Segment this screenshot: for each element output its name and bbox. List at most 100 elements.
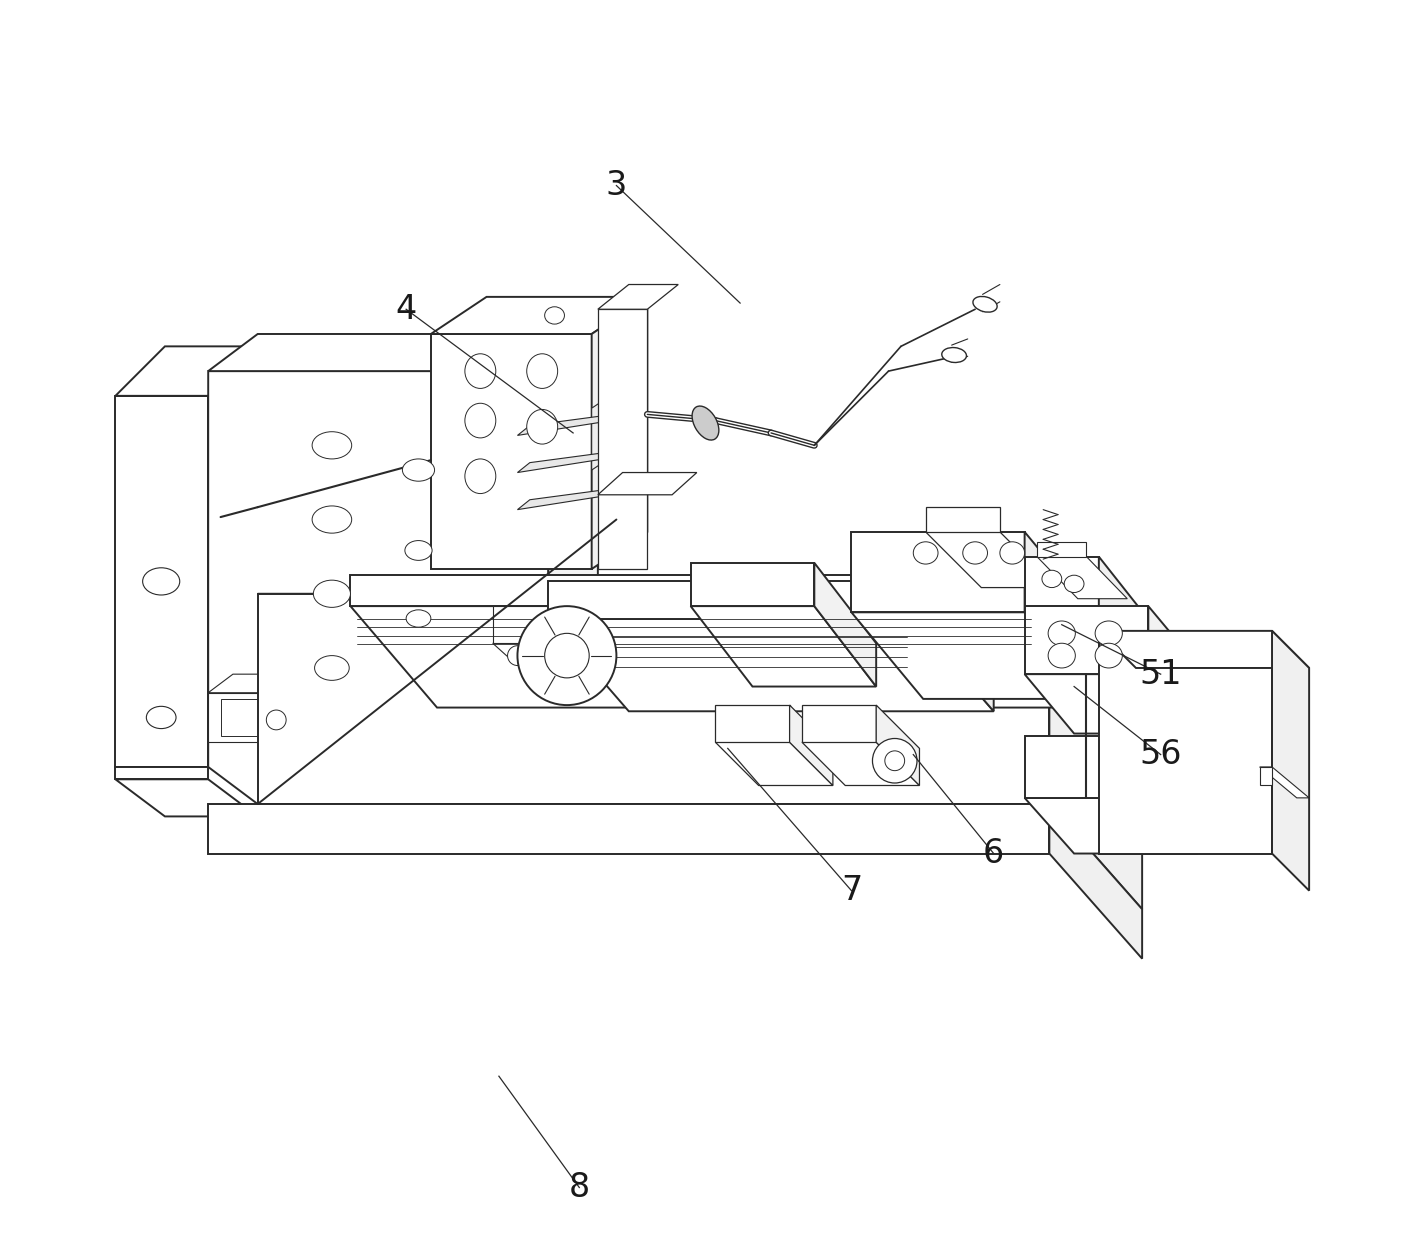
- Polygon shape: [1025, 798, 1198, 854]
- Circle shape: [884, 751, 904, 771]
- Polygon shape: [115, 767, 208, 779]
- Polygon shape: [1272, 631, 1309, 891]
- Ellipse shape: [402, 459, 434, 481]
- Polygon shape: [115, 396, 208, 767]
- Polygon shape: [690, 606, 876, 687]
- Ellipse shape: [692, 406, 718, 440]
- Polygon shape: [598, 285, 678, 309]
- Polygon shape: [716, 705, 790, 742]
- Ellipse shape: [142, 568, 180, 595]
- Circle shape: [544, 633, 589, 678]
- Polygon shape: [1025, 612, 1154, 683]
- Polygon shape: [430, 297, 647, 334]
- Polygon shape: [801, 742, 920, 785]
- Polygon shape: [1099, 631, 1309, 668]
- Text: 3: 3: [606, 169, 627, 202]
- Polygon shape: [1099, 557, 1154, 683]
- Polygon shape: [716, 742, 832, 785]
- Ellipse shape: [914, 542, 938, 564]
- Polygon shape: [257, 594, 1142, 699]
- Ellipse shape: [527, 409, 558, 444]
- Text: 51: 51: [1139, 658, 1182, 690]
- Circle shape: [266, 710, 287, 730]
- Polygon shape: [925, 532, 1056, 588]
- Circle shape: [517, 606, 616, 705]
- Ellipse shape: [1000, 542, 1025, 564]
- Polygon shape: [852, 532, 1025, 612]
- Ellipse shape: [465, 459, 496, 494]
- Polygon shape: [1260, 767, 1309, 798]
- Polygon shape: [1025, 532, 1097, 699]
- Polygon shape: [790, 705, 832, 785]
- Polygon shape: [876, 705, 920, 785]
- Ellipse shape: [406, 610, 430, 627]
- Polygon shape: [1260, 767, 1272, 785]
- Polygon shape: [1025, 736, 1149, 798]
- Ellipse shape: [1095, 621, 1122, 646]
- Polygon shape: [1099, 631, 1272, 854]
- Ellipse shape: [405, 541, 432, 560]
- Ellipse shape: [312, 432, 352, 459]
- Polygon shape: [1025, 674, 1198, 734]
- Polygon shape: [925, 507, 1000, 532]
- Ellipse shape: [973, 297, 997, 312]
- Polygon shape: [598, 309, 647, 569]
- Polygon shape: [221, 699, 257, 736]
- Polygon shape: [430, 334, 592, 569]
- Polygon shape: [208, 346, 257, 767]
- Polygon shape: [1149, 606, 1198, 734]
- Ellipse shape: [314, 580, 350, 607]
- Polygon shape: [690, 563, 814, 606]
- Ellipse shape: [312, 506, 352, 533]
- Text: 4: 4: [395, 293, 416, 325]
- Ellipse shape: [1064, 575, 1084, 593]
- Polygon shape: [517, 411, 641, 435]
- Polygon shape: [1038, 557, 1128, 599]
- Polygon shape: [1049, 594, 1142, 909]
- Ellipse shape: [544, 307, 564, 324]
- Polygon shape: [814, 563, 876, 687]
- Circle shape: [873, 738, 917, 783]
- Polygon shape: [208, 693, 301, 742]
- Polygon shape: [1038, 575, 1123, 708]
- Ellipse shape: [527, 354, 558, 388]
- Polygon shape: [257, 594, 1049, 804]
- Polygon shape: [548, 581, 914, 618]
- Polygon shape: [115, 346, 257, 396]
- Polygon shape: [1038, 542, 1087, 557]
- Polygon shape: [208, 371, 548, 804]
- Ellipse shape: [315, 656, 349, 680]
- Polygon shape: [592, 297, 647, 569]
- Polygon shape: [548, 618, 994, 711]
- Polygon shape: [350, 575, 1038, 606]
- Ellipse shape: [1047, 621, 1076, 646]
- Text: 56: 56: [1139, 738, 1182, 771]
- Polygon shape: [592, 371, 647, 470]
- Ellipse shape: [465, 354, 496, 388]
- Ellipse shape: [942, 348, 966, 362]
- Ellipse shape: [146, 706, 176, 729]
- Polygon shape: [801, 705, 876, 742]
- Polygon shape: [548, 334, 598, 804]
- Polygon shape: [1025, 557, 1099, 612]
- Ellipse shape: [963, 542, 987, 564]
- Ellipse shape: [1042, 570, 1062, 588]
- Polygon shape: [350, 606, 1123, 708]
- Polygon shape: [208, 334, 598, 371]
- Polygon shape: [115, 779, 257, 816]
- Polygon shape: [208, 804, 1049, 854]
- Text: 8: 8: [569, 1171, 591, 1204]
- Text: 7: 7: [841, 875, 862, 907]
- Text: 6: 6: [983, 837, 1004, 870]
- Polygon shape: [914, 581, 994, 711]
- Polygon shape: [492, 606, 554, 643]
- Ellipse shape: [1095, 643, 1122, 668]
- Polygon shape: [517, 448, 641, 473]
- Polygon shape: [208, 674, 326, 693]
- Polygon shape: [1025, 606, 1149, 674]
- Polygon shape: [1049, 804, 1142, 959]
- Polygon shape: [852, 612, 1097, 699]
- Polygon shape: [517, 485, 641, 510]
- Circle shape: [508, 646, 527, 666]
- Polygon shape: [1149, 736, 1198, 854]
